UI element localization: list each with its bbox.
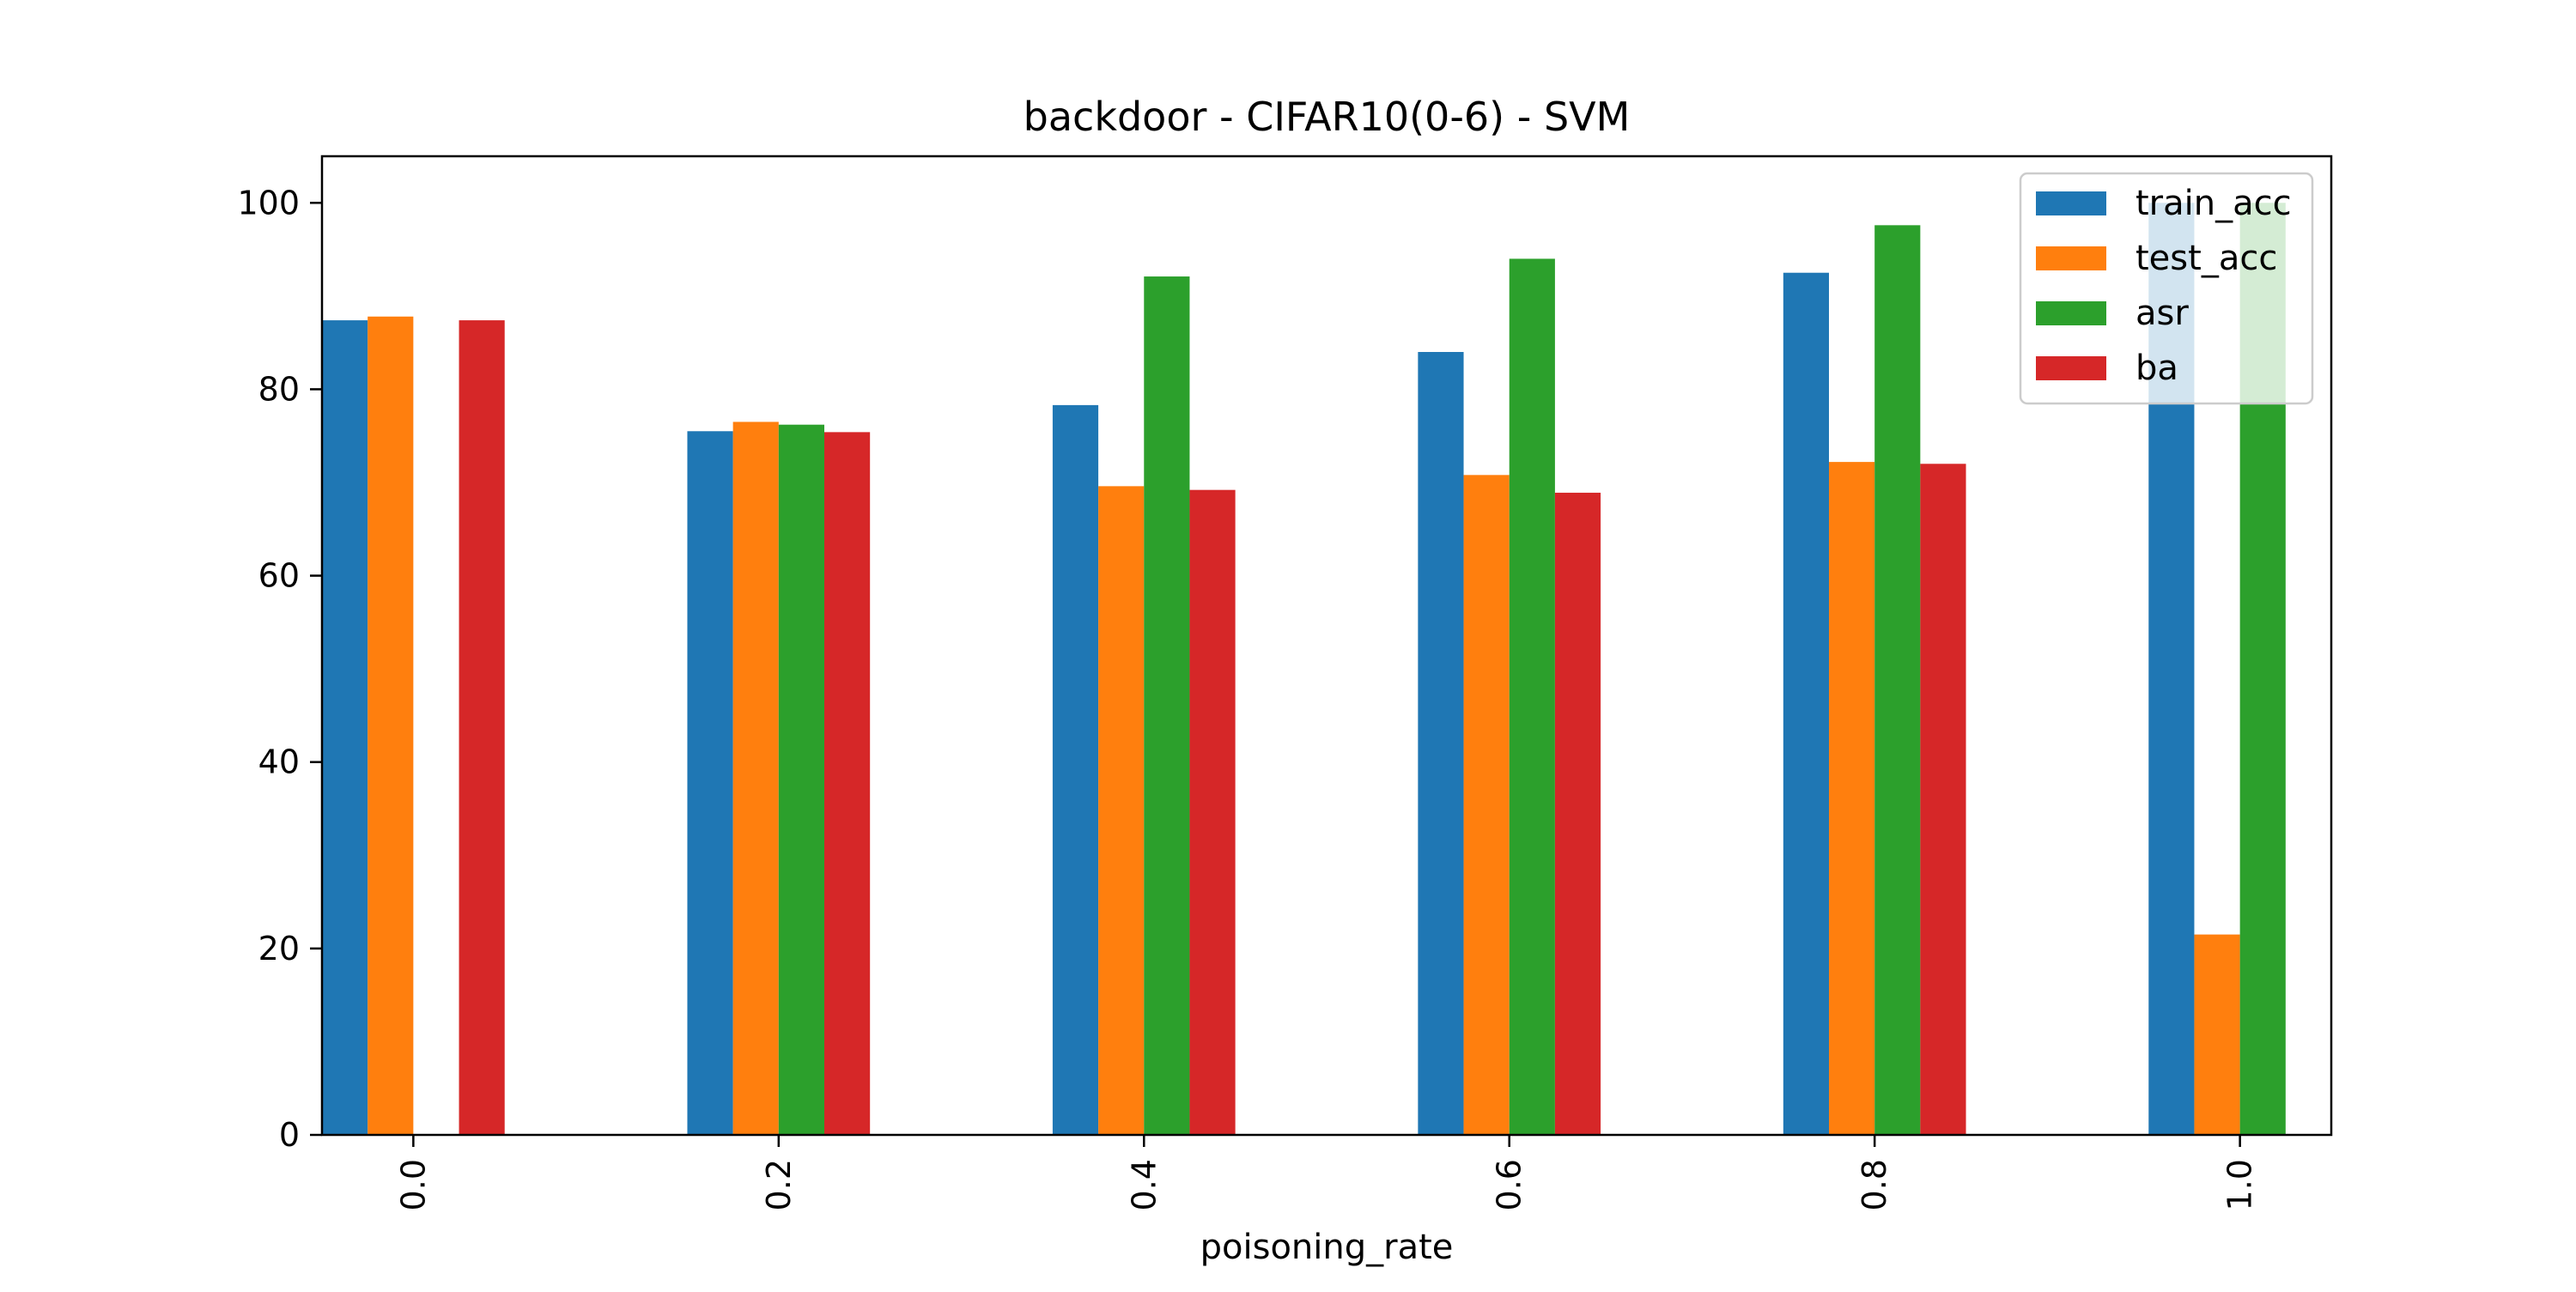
legend-swatch-ba — [2036, 356, 2106, 380]
y-tick-label: 40 — [258, 743, 300, 781]
legend-frame — [2019, 172, 2314, 405]
y-tick-label: 60 — [258, 557, 300, 595]
x-tick-label: 0.4 — [1125, 1159, 1163, 1210]
bar-asr-0.6 — [1509, 258, 1555, 1135]
bar-ba-0.0 — [459, 320, 505, 1136]
bar-test_acc-1.0 — [2194, 934, 2240, 1135]
x-tick-label: 0.8 — [1856, 1159, 1893, 1210]
legend-swatch-asr — [2036, 301, 2106, 325]
bar-train_acc-0.8 — [1783, 272, 1829, 1135]
chart-title: backdoor - CIFAR10(0-6) - SVM — [1024, 94, 1631, 140]
y-tick-label: 20 — [258, 930, 300, 967]
bar-test_acc-0.0 — [368, 316, 414, 1135]
bar-asr-0.4 — [1144, 276, 1190, 1135]
bar-asr-0.8 — [1874, 225, 1921, 1135]
x-tick-label: 0.6 — [1491, 1159, 1528, 1210]
y-tick-label: 80 — [258, 370, 300, 408]
y-tick-label: 0 — [279, 1116, 300, 1154]
bar-test_acc-0.6 — [1463, 475, 1510, 1135]
x-axis-label: poisoning_rate — [1200, 1228, 1454, 1267]
x-tick-label: 0.2 — [760, 1159, 798, 1210]
legend-swatch-train_acc — [2036, 191, 2106, 215]
bar-ba-0.2 — [824, 432, 871, 1135]
bar-train_acc-0.2 — [687, 431, 733, 1135]
bar-ba-0.8 — [1920, 464, 1966, 1135]
bars-group — [322, 203, 2286, 1136]
y-tick-label: 100 — [237, 184, 300, 221]
legend-label-train_acc: train_acc — [2136, 184, 2292, 223]
legend-label-test_acc: test_acc — [2136, 239, 2277, 278]
legend-label-asr: asr — [2136, 294, 2189, 333]
bar-ba-0.4 — [1189, 489, 1236, 1135]
bar-ba-0.6 — [1554, 492, 1601, 1135]
bar-test_acc-0.4 — [1098, 486, 1145, 1135]
legend-label-ba: ba — [2136, 349, 2178, 388]
plot-frame — [320, 155, 2333, 1137]
y-axis: 0 20 40 60 80 100 — [237, 184, 322, 1154]
bar-train_acc-0.0 — [322, 320, 368, 1136]
bar-test_acc-0.2 — [732, 422, 779, 1135]
bar-train_acc-0.4 — [1052, 404, 1099, 1135]
legend-swatch-test_acc — [2036, 246, 2106, 270]
bar-train_acc-0.6 — [1418, 352, 1464, 1135]
bar-test_acc-0.8 — [1829, 462, 1875, 1135]
x-tick-label: 1.0 — [2221, 1159, 2259, 1210]
x-axis: 0.0 0.2 0.4 0.6 0.8 1.0 — [394, 1135, 2259, 1210]
bar-asr-0.2 — [778, 424, 824, 1136]
x-tick-label: 0.0 — [394, 1159, 432, 1210]
